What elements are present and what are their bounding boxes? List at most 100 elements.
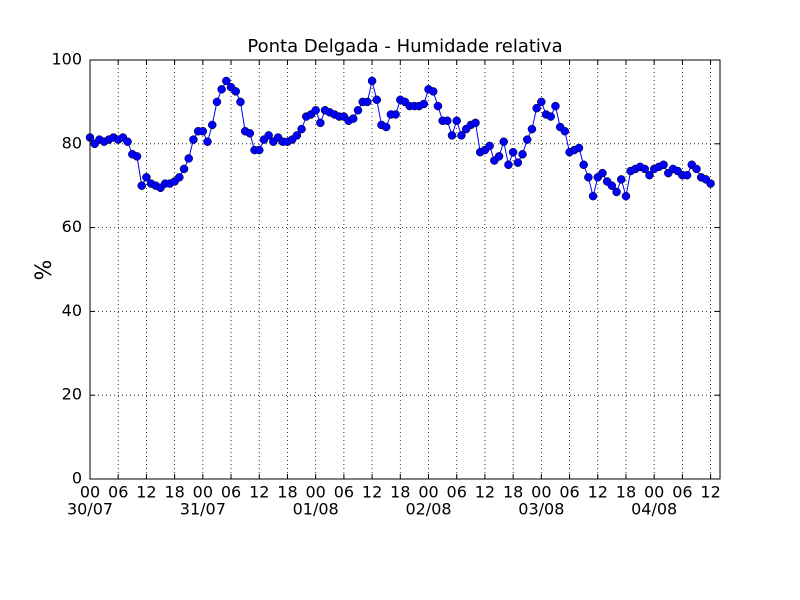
data-point — [292, 131, 302, 140]
y-tick-label: 80 — [62, 133, 82, 152]
x-tick-label: 06 — [221, 483, 241, 502]
data-point — [433, 101, 443, 111]
x-tick-label: 06 — [559, 483, 579, 502]
data-point — [137, 181, 146, 190]
data-point — [245, 129, 255, 138]
x-tick-label: 00 — [80, 483, 100, 502]
data-point — [381, 122, 391, 132]
x-tick-label: 18 — [503, 483, 523, 502]
data-point — [706, 179, 715, 188]
data-point — [212, 97, 222, 107]
data-point — [142, 173, 151, 182]
data-point — [607, 181, 617, 190]
data-point — [353, 106, 363, 115]
x-date-label: 31/07 — [180, 500, 226, 519]
y-tick-label: 40 — [62, 301, 82, 320]
data-point — [198, 126, 208, 136]
data-point — [391, 110, 400, 119]
data-point — [598, 168, 607, 178]
x-tick-label: 06 — [672, 483, 692, 502]
x-date-label: 04/08 — [631, 500, 677, 519]
x-tick-label: 06 — [334, 483, 354, 502]
data-point — [532, 103, 541, 113]
y-tick-label: 100 — [51, 50, 82, 69]
data-point — [574, 143, 584, 153]
data-point — [551, 101, 560, 111]
data-point — [428, 87, 438, 96]
data-point — [522, 135, 532, 144]
y-axis-label: % — [32, 260, 57, 281]
data-point — [189, 135, 198, 144]
x-date-label: 01/08 — [293, 500, 339, 519]
data-point — [584, 173, 593, 182]
data-point — [612, 187, 621, 197]
x-tick-label: 18 — [390, 483, 410, 502]
x-tick-label: 00 — [193, 483, 213, 502]
data-point — [443, 116, 452, 126]
x-tick-label: 12 — [249, 483, 269, 502]
data-point — [692, 164, 701, 174]
y-tick-label: 20 — [62, 385, 82, 404]
data-point — [363, 97, 372, 107]
y-tick-label: 0 — [72, 469, 82, 488]
x-tick-label: 06 — [108, 483, 128, 502]
data-point — [207, 120, 217, 130]
data-point — [617, 175, 626, 184]
data-point — [508, 147, 518, 157]
data-point — [179, 164, 189, 174]
data-point — [527, 124, 537, 134]
data-point — [123, 137, 132, 146]
x-tick-label: 12 — [588, 483, 608, 502]
data-point — [231, 87, 240, 96]
y-tick-label: 60 — [62, 217, 82, 236]
x-tick-label: 12 — [136, 483, 156, 502]
data-point — [513, 158, 523, 167]
data-point — [447, 131, 457, 140]
x-tick-label: 12 — [362, 483, 382, 502]
data-point — [372, 95, 382, 105]
data-point — [504, 160, 513, 169]
data-point — [203, 137, 212, 146]
x-tick-label: 12 — [475, 483, 495, 502]
x-tick-label: 00 — [418, 483, 438, 502]
data-point — [640, 164, 650, 174]
x-tick-label: 18 — [616, 483, 636, 502]
x-tick-label: 12 — [700, 483, 720, 502]
x-tick-label: 00 — [644, 483, 664, 502]
data-point — [471, 118, 480, 128]
data-point — [132, 152, 142, 161]
data-point — [645, 170, 654, 180]
data-point — [297, 124, 306, 134]
x-tick-label: 18 — [164, 483, 184, 502]
data-point — [255, 145, 264, 155]
data-point — [316, 118, 325, 128]
data-point — [537, 97, 546, 107]
data-point — [682, 170, 692, 180]
data-point — [419, 99, 429, 109]
chart-title: Ponta Delgada - Humidade relativa — [247, 36, 562, 57]
data-point — [222, 76, 231, 86]
data-point — [184, 154, 193, 163]
data-point — [546, 112, 555, 121]
data-point — [560, 126, 570, 136]
data-point — [485, 141, 494, 151]
x-tick-label: 00 — [531, 483, 551, 502]
data-point — [217, 85, 226, 94]
data-point — [264, 131, 273, 140]
plot-frame — [89, 59, 721, 480]
data-point — [621, 191, 631, 201]
x-tick-label: 06 — [447, 483, 467, 502]
x-date-label: 02/08 — [405, 500, 451, 519]
data-point — [518, 150, 527, 159]
data-point — [494, 152, 504, 161]
data-point — [499, 137, 508, 146]
x-tick-label: 18 — [277, 483, 297, 502]
x-date-label: 30/07 — [67, 500, 113, 519]
data-point — [236, 97, 245, 107]
data-point — [659, 160, 668, 169]
data-point — [457, 131, 466, 140]
x-date-label: 03/08 — [518, 500, 564, 519]
data-point — [175, 173, 184, 182]
data-point — [311, 106, 320, 115]
